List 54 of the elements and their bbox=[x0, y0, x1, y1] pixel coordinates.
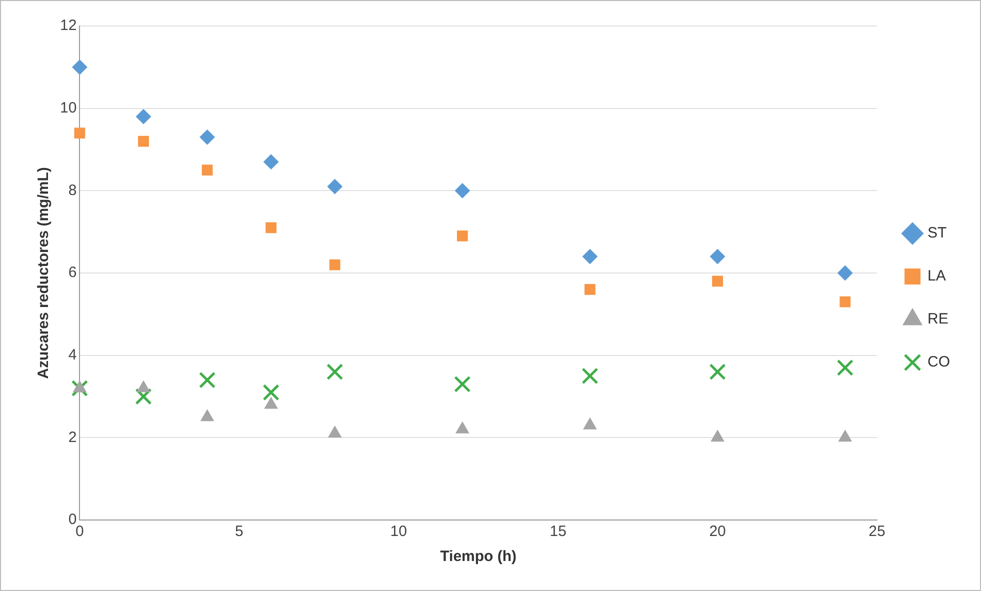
point bbox=[836, 359, 854, 376]
point bbox=[838, 266, 853, 280]
point bbox=[200, 130, 215, 145]
legend-label: ST bbox=[928, 224, 947, 242]
point bbox=[456, 422, 469, 434]
point bbox=[328, 426, 342, 438]
point bbox=[329, 259, 340, 270]
point bbox=[262, 384, 280, 401]
point bbox=[136, 109, 151, 124]
point bbox=[710, 430, 724, 442]
point bbox=[266, 222, 276, 234]
point bbox=[709, 363, 726, 380]
x-tick-label: 25 bbox=[868, 523, 886, 540]
point bbox=[583, 418, 597, 430]
point bbox=[264, 154, 279, 170]
point bbox=[202, 164, 213, 176]
point bbox=[840, 296, 851, 308]
point bbox=[582, 368, 598, 384]
point bbox=[138, 136, 149, 147]
point bbox=[454, 376, 471, 392]
point bbox=[264, 397, 278, 409]
y-tick-label: 6 bbox=[68, 264, 77, 282]
point bbox=[136, 380, 150, 392]
x-tick-label: 20 bbox=[709, 523, 726, 540]
point bbox=[135, 388, 152, 405]
x-tick-label: 15 bbox=[550, 523, 566, 540]
point bbox=[71, 380, 88, 397]
y-tick-label: 10 bbox=[60, 99, 77, 116]
point bbox=[838, 430, 852, 442]
y-axis-title: Azucares reductores (mg/mL) bbox=[35, 167, 52, 379]
point bbox=[582, 249, 598, 264]
legend-label: CO bbox=[928, 354, 950, 371]
y-tick-label: 0 bbox=[68, 511, 77, 528]
point bbox=[200, 410, 214, 422]
x-axis-title: Tiempo (h) bbox=[440, 548, 517, 566]
point bbox=[74, 128, 86, 138]
point bbox=[198, 372, 216, 388]
point bbox=[584, 284, 596, 295]
point bbox=[710, 249, 726, 264]
point bbox=[73, 380, 86, 392]
x-tick-label: 10 bbox=[390, 523, 407, 540]
legend-label: LA bbox=[928, 268, 946, 285]
y-tick-label: 12 bbox=[60, 17, 77, 34]
point bbox=[456, 230, 468, 242]
y-tick-label: 4 bbox=[68, 346, 77, 364]
point bbox=[72, 60, 88, 75]
point bbox=[326, 363, 344, 380]
x-tick-label: 5 bbox=[234, 523, 244, 540]
point bbox=[454, 183, 470, 198]
y-tick-label: 8 bbox=[68, 182, 77, 199]
point bbox=[712, 276, 723, 287]
point bbox=[327, 179, 342, 194]
legend-label: RE bbox=[928, 310, 948, 328]
y-tick-label: 2 bbox=[68, 428, 77, 446]
